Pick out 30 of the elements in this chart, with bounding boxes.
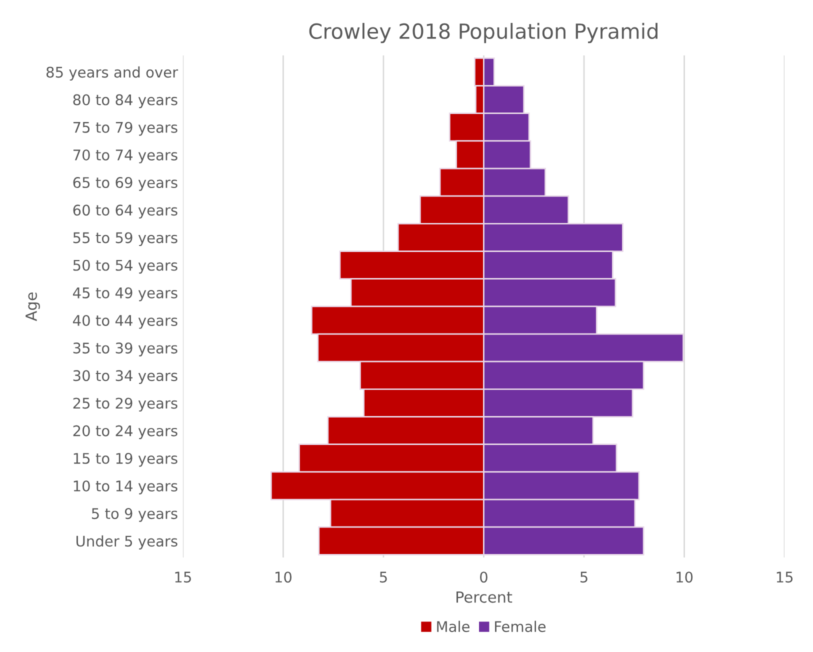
chart-title: Crowley 2018 Population Pyramid <box>309 22 658 44</box>
y-tick-label: 50 to 54 years <box>73 260 178 274</box>
y-axis-title: Age <box>26 292 40 322</box>
y-tick-label: 65 to 69 years <box>73 177 178 191</box>
y-tick-label: 30 to 34 years <box>73 370 178 384</box>
x-tick-label: 0 <box>480 572 488 583</box>
legend-label: Male <box>437 620 470 632</box>
x-axis-title: Percent <box>456 591 512 603</box>
y-tick-label: 70 to 74 years <box>73 149 178 164</box>
y-tick-label: 85 years and over <box>46 66 178 81</box>
y-tick-label: Under 5 years <box>76 535 178 550</box>
y-tick-label: 45 to 49 years <box>72 287 178 302</box>
y-tick-label: 60 to 64 years <box>73 204 178 218</box>
y-tick-label: 20 to 24 years <box>73 425 178 440</box>
y-tick-label: 40 to 44 years <box>72 314 178 329</box>
x-tick-label: 5 <box>380 572 387 583</box>
x-tick-label: 10 <box>276 572 292 583</box>
x-tick-label: 15 <box>175 572 191 583</box>
y-tick-label: 25 to 29 years <box>73 398 178 412</box>
y-tick-label: 35 to 39 years <box>73 342 178 356</box>
y-tick-label: 5 to 9 years <box>92 508 178 522</box>
legend-label: Female <box>495 620 546 632</box>
y-tick-label: 80 to 84 years <box>73 94 178 108</box>
x-tick-label: 10 <box>676 572 693 583</box>
y-tick-label: 75 to 79 years <box>73 122 178 136</box>
y-tick-label: 10 to 14 years <box>74 480 178 494</box>
y-tick-label: 15 to 19 years <box>74 452 178 467</box>
x-tick-label: 5 <box>580 572 588 583</box>
x-tick-label: 15 <box>776 572 793 583</box>
y-tick-label: 55 to 59 years <box>73 232 178 246</box>
